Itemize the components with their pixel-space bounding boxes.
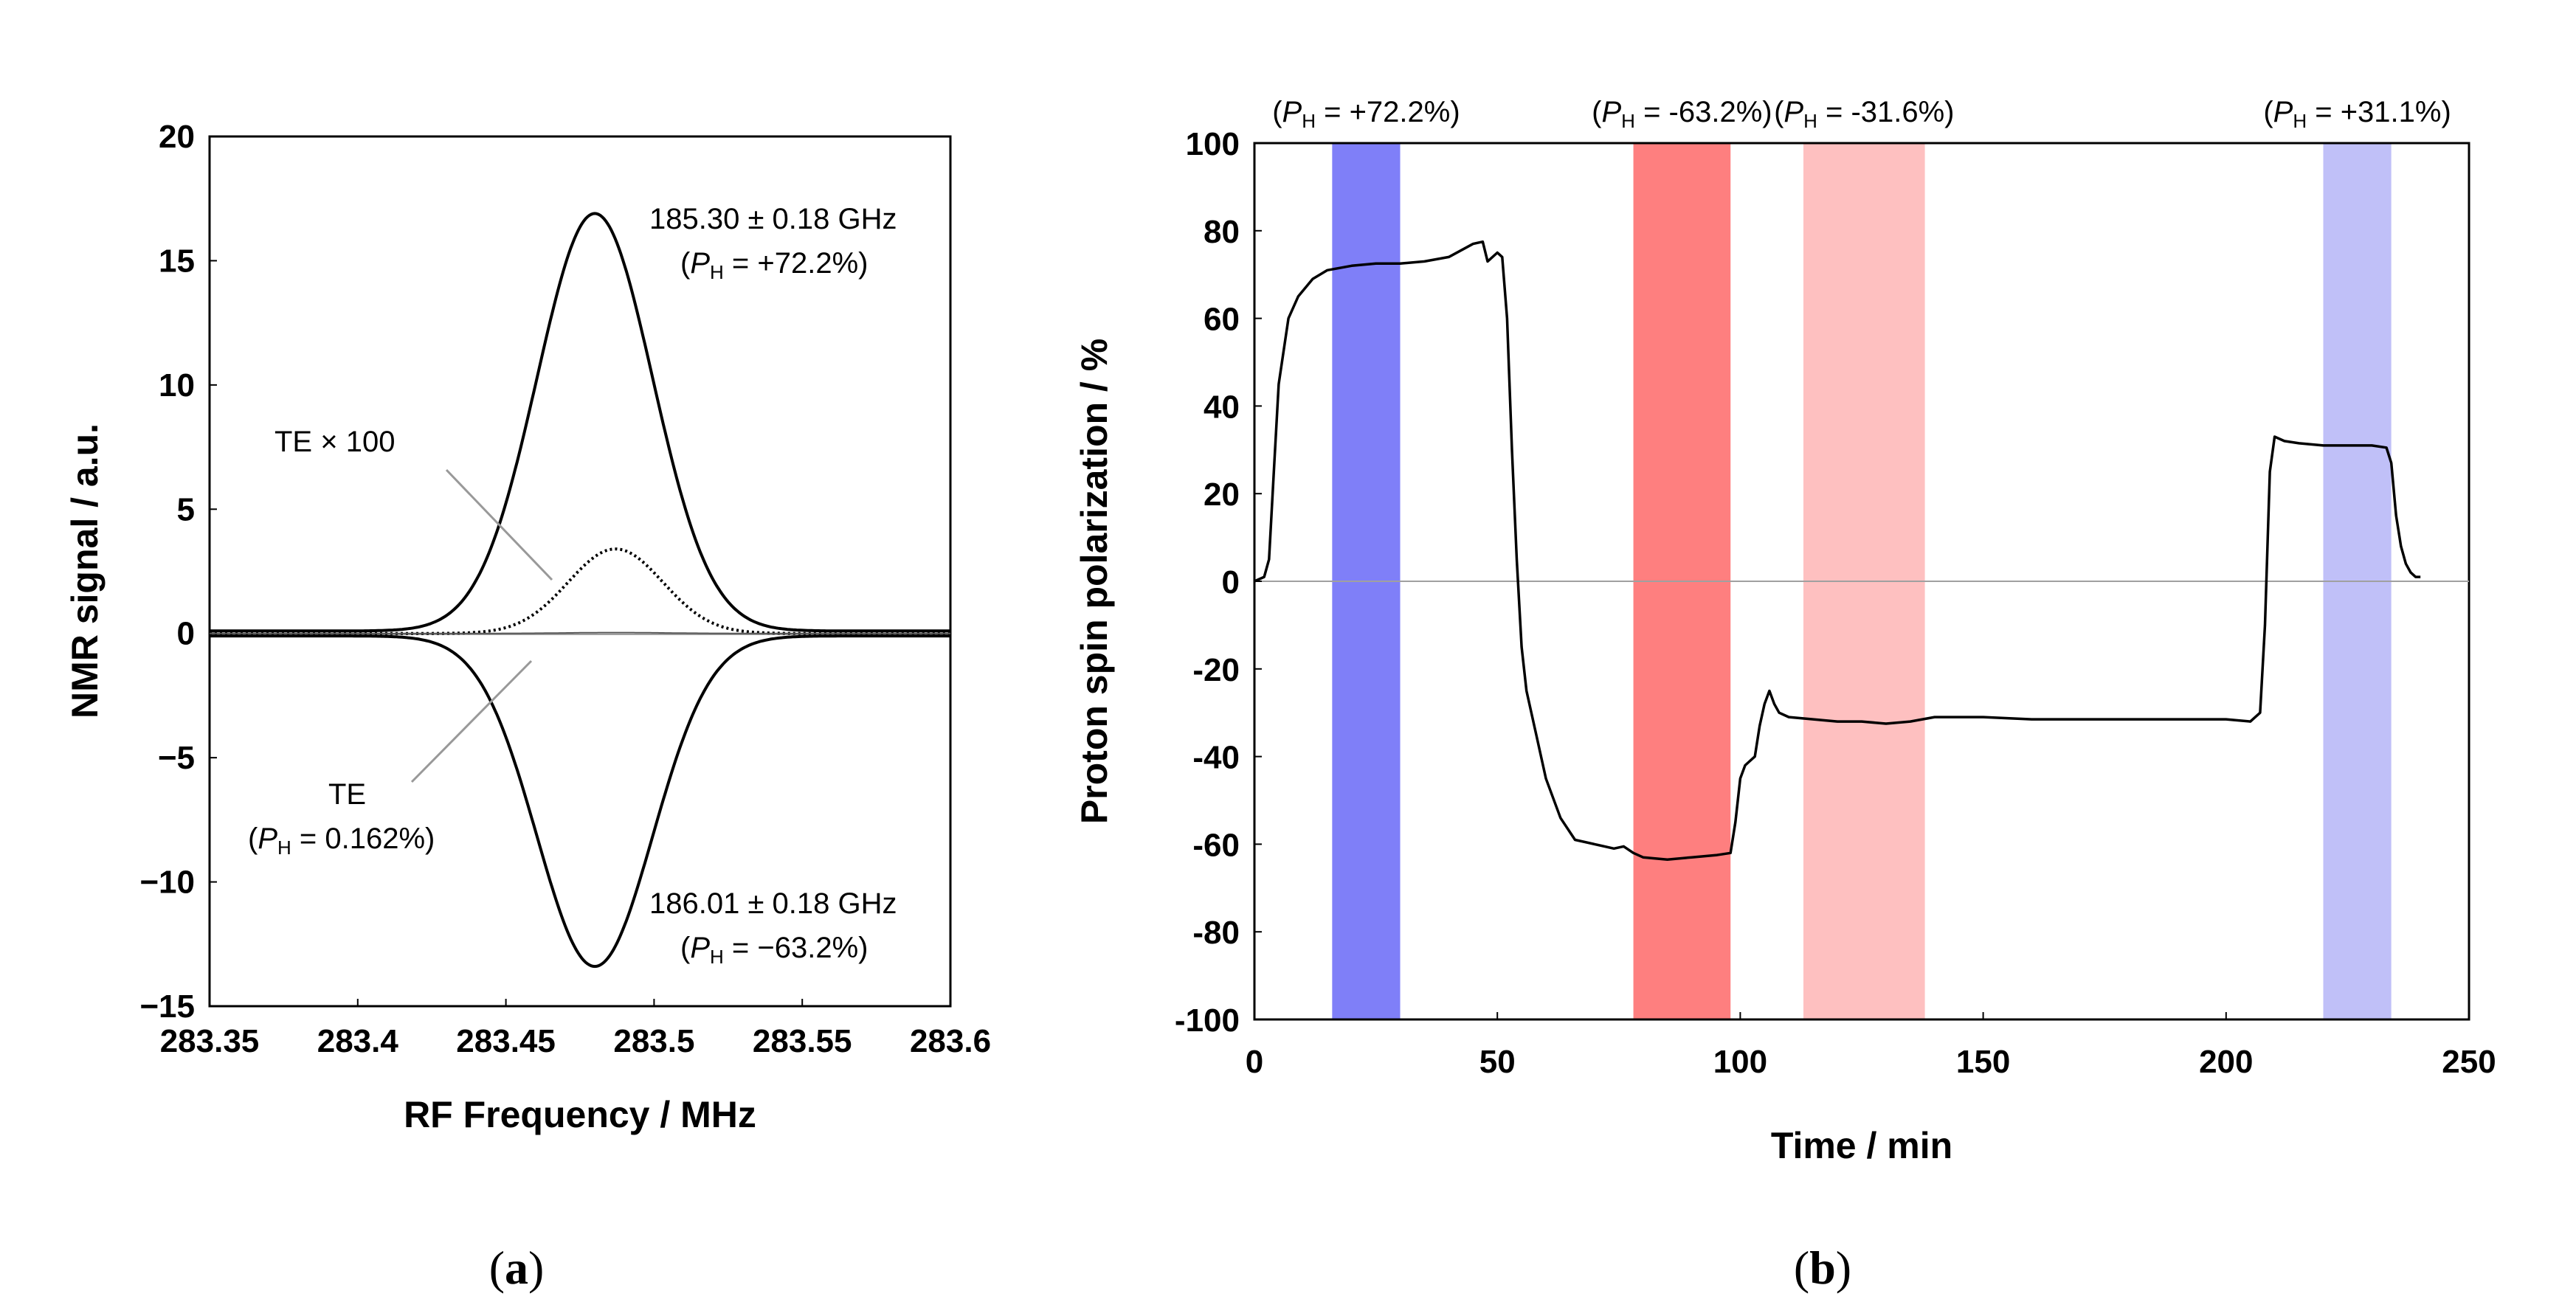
a-x-tick-label: 283.35 xyxy=(160,1023,260,1059)
b-y-tick-label: 60 xyxy=(1204,302,1240,338)
a-y-tick-label: 0 xyxy=(177,616,195,652)
pos-freq-label: 185.30 ± 0.18 GHz xyxy=(649,203,897,235)
b-x-tick-label: 100 xyxy=(1713,1044,1767,1080)
a-x-axis-label: RF Frequency / MHz xyxy=(404,1094,756,1135)
b-y-axis-label: Proton spin polarization / % xyxy=(1074,339,1115,824)
band-label-3: (PH = -31.6%) xyxy=(1774,96,1954,132)
a-y-tick-label: −5 xyxy=(158,740,195,776)
a-y-tick-label: −15 xyxy=(139,988,195,1025)
b-x-tick-label: 150 xyxy=(1956,1044,2010,1080)
b-curves xyxy=(1254,240,2421,861)
b-x-tick-label: 200 xyxy=(2199,1044,2253,1080)
a-y-tick-label: 5 xyxy=(177,491,195,527)
b-x-tick-label: 0 xyxy=(1246,1044,1263,1080)
band-label-2: (PH = -63.2%) xyxy=(1592,96,1772,132)
a-y-ticks: 20 15 10 5 0 −5 −10 −15 xyxy=(139,119,217,1025)
a-x-tick-label: 283.45 xyxy=(456,1023,556,1059)
b-y-tick-label: -80 xyxy=(1192,915,1240,951)
b-x-tick-label: 250 xyxy=(2442,1044,2496,1080)
b-y-tick-label: -40 xyxy=(1192,740,1240,776)
b-y-tick-label: 80 xyxy=(1204,214,1240,250)
a-x-tick-label: 283.5 xyxy=(613,1023,694,1059)
te-label: TE xyxy=(328,778,366,811)
a-y-tick-label: 15 xyxy=(159,243,195,279)
te-polarization-label: (PH = 0.162%) xyxy=(248,822,435,859)
te100-leader-line xyxy=(445,468,553,581)
b-y-tick-label: -60 xyxy=(1192,827,1240,863)
neg-freq-label: 186.01 ± 0.18 GHz xyxy=(649,887,897,920)
b-y-tick-label: 20 xyxy=(1204,477,1240,513)
band-label-4: (PH = +31.1%) xyxy=(2263,96,2451,132)
a-x-tick-label: 283.4 xyxy=(317,1023,399,1059)
neg-polarization-label: (PH = −63.2%) xyxy=(680,932,868,968)
a-x-tick-label: 283.6 xyxy=(910,1023,991,1059)
b-y-tick-label: 40 xyxy=(1204,389,1240,425)
b-band-labels: (PH = +72.2%) (PH = -63.2%) (PH = -31.6%) (… xyxy=(1272,96,2451,132)
a-y-tick-label: 10 xyxy=(159,367,195,404)
a-x-tick-label: 283.55 xyxy=(753,1023,852,1059)
b-x-ticks: 0 50 100 150 200 250 xyxy=(1246,1012,2496,1080)
b-y-ticks: 100 80 60 40 20 0 -20 -40 -60 -80 -100 xyxy=(1175,126,1262,1039)
a-series-te xyxy=(210,631,950,634)
a-y-axis-label: NMR signal / a.u. xyxy=(64,423,106,718)
caption-b: (b) xyxy=(1794,1241,1851,1294)
pos-polarization-label: (PH = +72.2%) xyxy=(680,247,868,283)
b-series-polarization xyxy=(1254,240,2421,861)
plot-a-frame xyxy=(208,135,952,1008)
a-y-tick-label: −10 xyxy=(139,865,195,901)
te100-label: TE × 100 xyxy=(274,426,395,458)
te-leader-line xyxy=(410,659,533,783)
b-x-tick-label: 50 xyxy=(1479,1044,1516,1080)
a-series-positive xyxy=(210,212,950,633)
caption-a: (a) xyxy=(489,1241,545,1294)
b-y-tick-label: -20 xyxy=(1192,652,1240,688)
b-y-tick-label: 0 xyxy=(1222,564,1240,600)
a-y-tick-label: 20 xyxy=(159,119,195,155)
a-x-ticks: 283.35 283.4 283.45 283.5 283.55 283.6 xyxy=(160,999,991,1059)
b-x-axis-label: Time / min xyxy=(1771,1125,1952,1166)
a-curves xyxy=(210,212,950,969)
b-y-tick-label: 100 xyxy=(1186,126,1240,162)
b-y-tick-label: -100 xyxy=(1175,1002,1240,1039)
a-series-negative xyxy=(210,634,950,969)
a-series-te-x-100 xyxy=(210,547,950,635)
band-label-1: (PH = +72.2%) xyxy=(1272,96,1460,132)
